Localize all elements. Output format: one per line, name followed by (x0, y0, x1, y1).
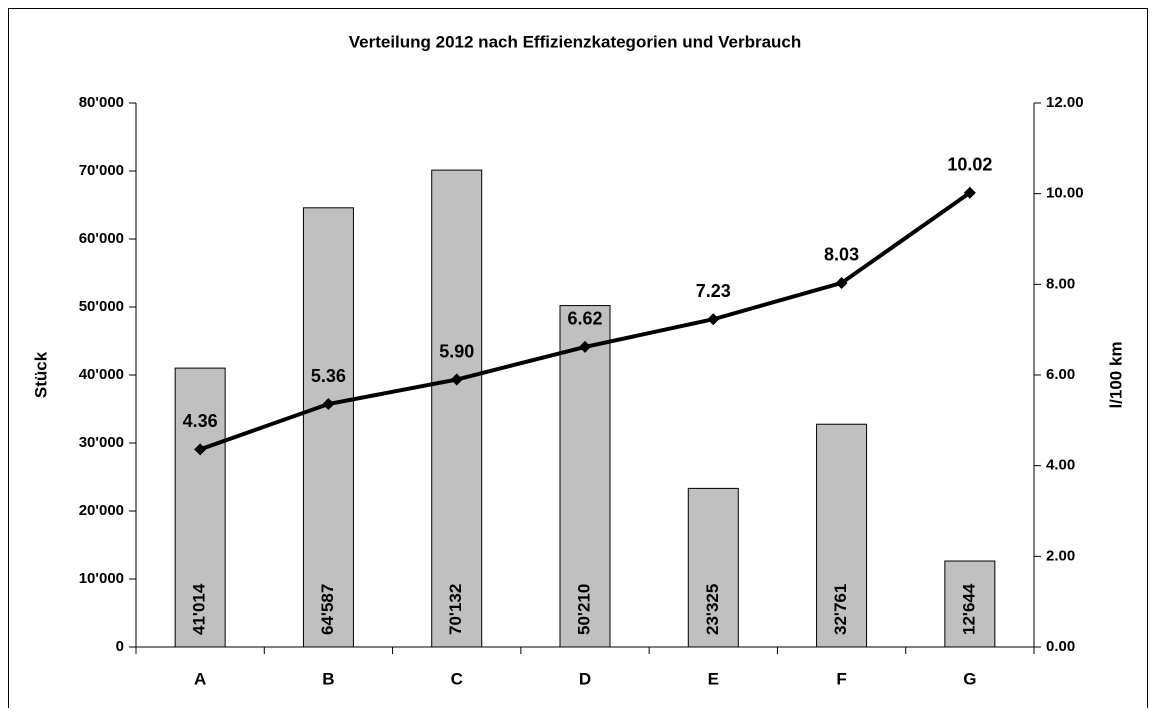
y-tick-label: 10'000 (79, 570, 124, 587)
line-marker (835, 276, 848, 289)
bar (431, 169, 483, 648)
x-tick-label: G (963, 669, 976, 688)
y2-tick-label: 8.00 (1046, 275, 1075, 292)
line-marker (450, 373, 463, 386)
bar-value-label: 50'210 (574, 584, 593, 635)
x-tick-label: C (451, 669, 463, 688)
y2-tick-label: 10.00 (1046, 185, 1084, 202)
bar (944, 560, 996, 648)
bar-value-label: 64'587 (318, 584, 337, 635)
line-marker (707, 313, 720, 326)
bar (816, 423, 868, 648)
y-tick-label: 20'000 (79, 502, 124, 519)
bar-value-label: 70'132 (446, 584, 465, 635)
line-marker (194, 443, 207, 456)
y2-tick-label: 12.00 (1046, 94, 1084, 111)
bar (302, 207, 354, 648)
y2-axis-title: l/100 km (1106, 341, 1125, 408)
line-marker (579, 340, 591, 353)
bar (174, 367, 226, 648)
y2-tick-label: 0.00 (1046, 638, 1075, 655)
bar-value-label: 23'325 (703, 584, 722, 635)
y2-tick-label: 6.00 (1046, 366, 1075, 383)
y2-tick-label: 2.00 (1046, 547, 1075, 564)
y2-tick-label: 4.00 (1046, 457, 1075, 474)
y-tick-label: 40'000 (79, 366, 124, 383)
bar (687, 487, 739, 648)
x-tick-label: D (579, 669, 591, 688)
y-axis-title: Stück (31, 351, 50, 398)
y-tick-label: 0 (116, 638, 124, 655)
x-tick-label: B (322, 669, 334, 688)
line-marker (963, 186, 976, 199)
x-tick-label: F (836, 669, 846, 688)
line-value-label: 6.62 (567, 309, 602, 329)
x-tick-label: A (194, 669, 206, 688)
line-value-label: 4.36 (183, 411, 218, 431)
line-value-label: 8.03 (824, 245, 859, 265)
y-tick-label: 30'000 (79, 434, 124, 451)
y-tick-label: 50'000 (79, 298, 124, 315)
line-value-label: 5.36 (311, 366, 346, 386)
line-value-label: 7.23 (696, 281, 731, 301)
y-tick-label: 80'000 (79, 94, 124, 111)
bar-value-label: 32'761 (831, 584, 850, 635)
bar-value-label: 12'644 (959, 583, 978, 635)
x-tick-label: E (708, 669, 719, 688)
line-value-label: 10.02 (947, 155, 992, 175)
bar (559, 305, 611, 648)
line-value-label: 5.90 (439, 341, 474, 361)
y-tick-label: 60'000 (79, 230, 124, 247)
bar-value-label: 41'014 (190, 583, 209, 635)
y-tick-label: 70'000 (79, 162, 124, 179)
line-marker (322, 398, 335, 411)
chart-title: Verteilung 2012 nach Effizienzkategorien… (349, 32, 802, 51)
